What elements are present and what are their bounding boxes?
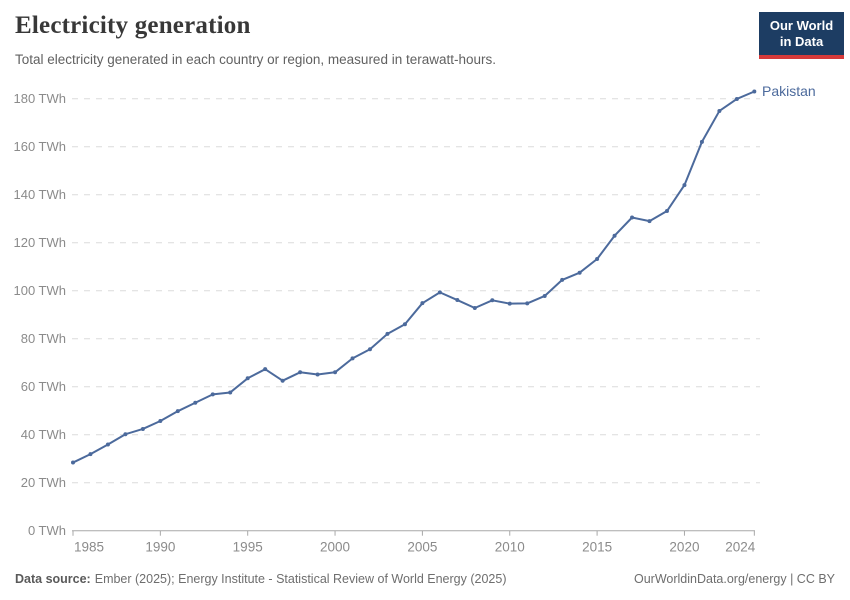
entity-label: Pakistan [762, 83, 816, 99]
x-tick-label: 1995 [233, 540, 263, 555]
y-tick-label: 60 TWh [21, 379, 66, 394]
data-point[interactable] [472, 305, 477, 310]
data-point[interactable] [647, 219, 652, 224]
y-tick-label: 140 TWh [13, 187, 66, 202]
y-tick-label: 100 TWh [13, 283, 66, 298]
x-tick-label: 1985 [74, 540, 104, 555]
data-point[interactable] [105, 442, 110, 447]
owid-logo-line2: in Data [779, 34, 824, 49]
owid-logo[interactable]: Our World in Data [759, 12, 844, 59]
data-point[interactable] [402, 322, 407, 327]
data-source-label: Data source: [15, 572, 91, 586]
data-point[interactable] [315, 372, 320, 377]
data-point[interactable] [298, 370, 303, 375]
data-point[interactable] [175, 409, 180, 414]
data-point[interactable] [612, 233, 617, 238]
data-point[interactable] [333, 370, 338, 375]
data-point[interactable] [560, 277, 565, 282]
x-tick-label: 2000 [320, 540, 350, 555]
page-title: Electricity generation [15, 12, 251, 39]
data-point[interactable] [455, 298, 460, 303]
data-point[interactable] [595, 257, 600, 262]
data-point[interactable] [245, 376, 250, 381]
data-point[interactable] [699, 139, 704, 144]
data-point[interactable] [542, 293, 547, 298]
y-tick-label: 40 TWh [21, 427, 66, 442]
data-point[interactable] [420, 301, 425, 306]
data-point[interactable] [263, 367, 268, 372]
data-point[interactable] [88, 452, 93, 457]
y-tick-label: 20 TWh [21, 475, 66, 490]
x-tick-label: 2020 [669, 540, 699, 555]
x-tick-label: 2015 [582, 540, 612, 555]
data-point[interactable] [140, 426, 145, 431]
data-point[interactable] [682, 183, 687, 188]
data-point[interactable] [71, 460, 75, 465]
series-line[interactable] [72, 90, 756, 464]
y-tick-label: 80 TWh [21, 331, 66, 346]
data-point[interactable] [734, 96, 739, 101]
chart-canvas[interactable]: 0 TWh 20 TWh 40 TWh 60 TWh 80 TWh 100 TWh 120 … [0, 80, 850, 562]
data-point[interactable] [437, 290, 442, 295]
x-tick-label: 2010 [495, 540, 525, 555]
data-point[interactable] [577, 270, 582, 275]
data-source-line: Data source: Ember (2025); Energy Institu… [15, 572, 506, 586]
data-point[interactable] [752, 89, 757, 94]
data-point[interactable] [280, 378, 285, 383]
x-tick-label: 2024 [725, 540, 756, 555]
y-tick-label: 160 TWh [13, 139, 66, 154]
data-point[interactable] [664, 209, 669, 214]
data-point[interactable] [228, 390, 233, 395]
data-point[interactable] [385, 331, 390, 336]
data-point[interactable] [193, 400, 198, 405]
data-source-text: Ember (2025); Energy Institute - Statist… [94, 572, 507, 586]
y-tick-label: 120 TWh [13, 235, 66, 250]
data-point[interactable] [490, 298, 495, 303]
x-tick-label: 1990 [145, 540, 175, 555]
data-point[interactable] [158, 419, 163, 424]
data-point[interactable] [507, 301, 512, 306]
data-point[interactable] [367, 347, 372, 352]
data-point[interactable] [123, 432, 128, 437]
data-point[interactable] [350, 356, 355, 361]
chart-footer: Data source: Ember (2025); Energy Institu… [0, 562, 850, 600]
chart-header: Electricity generation Total electricity… [0, 0, 850, 80]
y-tick-label: 0 TWh [28, 523, 66, 538]
data-point[interactable] [210, 392, 215, 397]
data-point[interactable] [717, 108, 722, 113]
y-tick-label: 180 TWh [13, 91, 66, 106]
page-subtitle: Total electricity generated in each coun… [15, 52, 496, 67]
credit-link[interactable]: OurWorldinData.org/energy | CC BY [633, 572, 835, 586]
data-point[interactable] [525, 301, 530, 306]
owid-logo-line1: Our World [769, 18, 834, 33]
x-tick-label: 2005 [407, 540, 437, 555]
data-point[interactable] [630, 215, 635, 220]
